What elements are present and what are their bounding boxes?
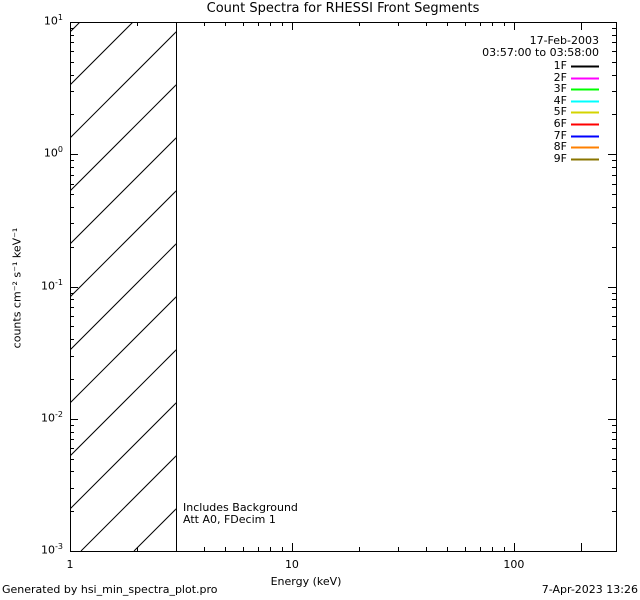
y-tick-label: 10-1 [41,277,63,293]
hatched-region [70,22,176,551]
hatch-line [70,402,176,510]
hatch-line [70,31,176,139]
footer-generator-text: Generated by hsi_min_spectra_plot.pro [2,583,218,596]
legend-entry-label: 9F [553,152,567,165]
legend-entry-label: 5F [553,105,567,118]
annotation-attenuator-state: Att A0, FDecim 1 [183,513,276,526]
y-tick-label: 10-2 [41,409,63,425]
legend-entry-label: 7F [553,129,567,142]
hatch-line [70,84,176,192]
chart-title: Count Spectra for RHESSI Front Segments [206,1,480,16]
legend-entry-label: 4F [553,94,567,107]
hatch-line [80,455,176,551]
y-axis-label: counts cm⁻² s⁻¹ keV⁻¹ [10,227,24,349]
legend-entry-label: 3F [553,82,567,95]
y-tick-label: 10-3 [41,542,63,557]
y-tick-label: 101 [43,13,63,28]
legend-entry-label: 1F [553,59,567,72]
hatch-line [70,243,176,351]
legend-entry-label: 8F [553,140,567,153]
legend-date: 17-Feb-2003 [529,34,599,47]
plot-frame [70,22,617,552]
hatch-line [70,349,176,457]
x-axis-label: Energy (keV) [270,575,342,588]
x-tick-label: 1 [66,558,74,571]
hatch-line [70,296,176,404]
legend-entry-label: 2F [553,71,567,84]
legend-time-range: 03:57:00 to 03:58:00 [482,46,599,59]
footer-timestamp: 7-Apr-2023 13:26 [541,583,638,596]
legend-entry-label: 6F [553,117,567,130]
y-tick-label: 100 [43,145,63,160]
annotation-includes-background: Includes Background [183,501,298,514]
hatch-line [70,190,176,298]
x-tick-label: 100 [503,558,525,571]
x-tick-label: 10 [284,558,299,571]
